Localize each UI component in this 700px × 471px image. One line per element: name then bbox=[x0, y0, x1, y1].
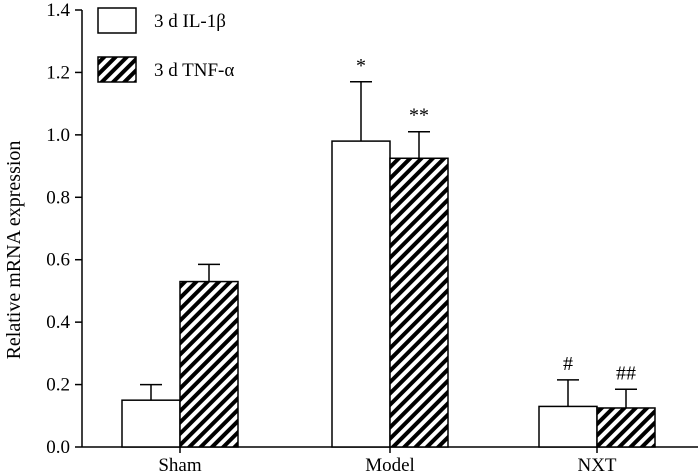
y-tick-label: 0.4 bbox=[46, 312, 70, 333]
bar-il1b bbox=[331, 140, 391, 448]
x-tick-label: NXT bbox=[577, 455, 616, 471]
legend-label: 3 d IL-1β bbox=[154, 11, 226, 32]
y-tick-label: 0.6 bbox=[46, 250, 70, 271]
bar-tnfa bbox=[389, 157, 449, 448]
y-tick-label: 1.0 bbox=[46, 125, 70, 146]
bar-il1b bbox=[121, 399, 181, 448]
legend: 3 d IL-1β 3 d TNF-α bbox=[97, 7, 234, 83]
significance-mark: * bbox=[356, 55, 366, 77]
y-tick-label: 1.2 bbox=[46, 62, 70, 83]
significance-mark: ## bbox=[616, 362, 636, 384]
legend-label: 3 d TNF-α bbox=[154, 60, 234, 81]
y-axis-label: Relative mRNA expression bbox=[3, 141, 25, 360]
significance-mark: # bbox=[563, 353, 573, 375]
bar-tnfa bbox=[179, 280, 239, 448]
bars: ***# ## bbox=[121, 55, 656, 448]
bar-tnfa bbox=[596, 407, 656, 448]
y-tick-label: 0.2 bbox=[46, 375, 70, 396]
significance-mark: ** bbox=[409, 105, 429, 127]
bar-il1b bbox=[538, 405, 598, 448]
y-tick-label: 0.0 bbox=[46, 437, 70, 458]
axes: 0.0 0.2 0.4 0.6 0.8 1.0 1.2 1.4 Sham Model NXT bbox=[46, 0, 698, 471]
x-tick-label: Model bbox=[365, 455, 415, 471]
y-tick-label: 1.4 bbox=[46, 0, 70, 21]
legend-swatch bbox=[97, 56, 137, 83]
x-tick-label: Sham bbox=[158, 455, 202, 471]
legend-swatch bbox=[97, 7, 137, 34]
y-tick-label: 0.8 bbox=[46, 187, 70, 208]
